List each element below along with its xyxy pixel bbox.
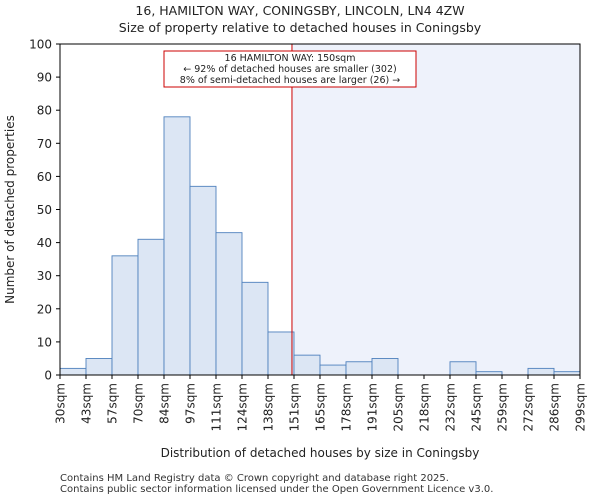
x-tick-label: 165sqm: [314, 383, 328, 431]
histogram-bar: [111, 255, 139, 376]
x-tick-label: 124sqm: [236, 383, 250, 431]
x-tick-label: 151sqm: [288, 383, 302, 431]
annotation-line-1: 16 HAMILTON WAY: 150sqm: [225, 53, 356, 64]
histogram-bar: [371, 358, 399, 376]
histogram-bar: [137, 238, 165, 376]
footer-line-2: Contains public sector information licen…: [60, 484, 494, 495]
x-tick-label: 272sqm: [522, 383, 536, 431]
annotation-line-2: ← 92% of detached houses are smaller (30…: [183, 64, 396, 75]
x-tick-label: 30sqm: [54, 383, 68, 424]
x-tick-label: 232sqm: [444, 383, 458, 431]
x-tick-label: 70sqm: [132, 383, 146, 424]
y-tick-label: 30: [37, 269, 52, 283]
chart-subtitle: Size of property relative to detached ho…: [118, 20, 482, 35]
histogram-bar: [85, 358, 113, 376]
histogram-bar: [163, 116, 191, 376]
x-tick-label: 299sqm: [574, 383, 588, 431]
x-tick-label: 205sqm: [392, 383, 406, 431]
y-tick-label: 40: [37, 236, 52, 250]
y-tick-label: 90: [37, 71, 52, 85]
y-axis-label: Number of detached properties: [3, 115, 17, 304]
histogram-bar: [59, 367, 87, 376]
annotation-box: 16 HAMILTON WAY: 150sqm ← 92% of detache…: [163, 50, 417, 88]
x-tick-label: 191sqm: [366, 383, 380, 431]
histogram-bar: [319, 364, 347, 376]
histogram-bar: [449, 361, 477, 376]
y-tick-label: 70: [37, 137, 52, 151]
footer-line-1: Contains HM Land Registry data © Crown c…: [60, 473, 449, 484]
y-tick-label: 10: [37, 335, 52, 349]
chart-title: 16, HAMILTON WAY, CONINGSBY, LINCOLN, LN…: [135, 3, 465, 18]
x-tick-label: 286sqm: [548, 383, 562, 431]
x-tick-label: 178sqm: [340, 383, 354, 431]
y-tick-label: 20: [37, 302, 52, 316]
x-tick-label: 111sqm: [210, 383, 224, 431]
x-tick-label: 84sqm: [158, 383, 172, 424]
x-tick-label: 245sqm: [470, 383, 484, 431]
x-axis-label: Distribution of detached houses by size …: [161, 446, 480, 460]
x-tick-label: 97sqm: [184, 383, 198, 424]
y-tick-label: 60: [37, 170, 52, 184]
larger-region-highlight: [291, 44, 580, 375]
histogram-bar: [215, 232, 243, 376]
x-tick-label: 259sqm: [496, 383, 510, 431]
histogram-bar: [189, 185, 217, 376]
histogram-bar: [241, 281, 269, 376]
x-tick-label: 43sqm: [80, 383, 94, 424]
x-tick-label: 138sqm: [262, 383, 276, 431]
histogram-bar: [267, 331, 295, 376]
y-tick-label: 50: [37, 203, 52, 217]
x-tick-label: 218sqm: [418, 383, 432, 431]
y-tick-label: 100: [29, 38, 52, 52]
histogram-bar: [527, 367, 555, 376]
y-tick-label: 0: [44, 369, 52, 383]
annotation-line-3: 8% of semi-detached houses are larger (2…: [180, 75, 400, 86]
y-tick-label: 80: [37, 104, 52, 118]
histogram-bar: [345, 361, 373, 376]
x-tick-label: 57sqm: [106, 383, 120, 424]
histogram-bar: [293, 354, 321, 376]
